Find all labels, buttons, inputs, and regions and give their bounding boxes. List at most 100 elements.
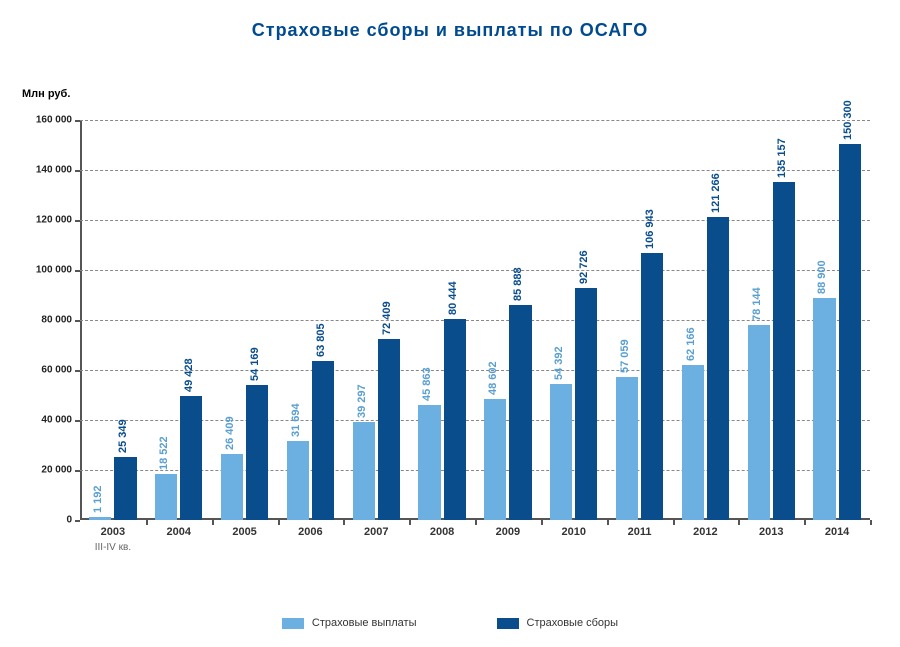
- bar-group: 39 29772 409: [353, 120, 400, 520]
- bar-value-label: 121 266: [710, 173, 722, 213]
- x-tick-sublabel: III-IV кв.: [80, 542, 146, 553]
- y-tick-mark: [75, 370, 80, 372]
- legend-label: Страховые выплаты: [312, 617, 417, 629]
- bar-collections: 85 888: [509, 305, 531, 520]
- plot-area: 020 00040 00060 00080 000100 000120 0001…: [80, 120, 870, 520]
- bar-payouts: 88 900: [813, 298, 835, 520]
- bar-collections: 106 943: [641, 253, 663, 520]
- y-tick-label: 140 000: [36, 165, 72, 176]
- bar-collections: 25 349: [114, 457, 136, 520]
- y-axis-unit-label: Млн руб.: [22, 88, 70, 100]
- bar-value-label: 78 144: [751, 287, 763, 321]
- x-tick-mark: [343, 520, 345, 525]
- bar-payouts: 54 392: [550, 384, 572, 520]
- x-tick-label: 2005: [212, 526, 278, 538]
- bar-value-label: 72 409: [381, 301, 393, 335]
- bar-payouts: 18 522: [155, 474, 177, 520]
- bar-value-label: 31 694: [290, 403, 302, 437]
- bar-value-label: 106 943: [644, 209, 656, 249]
- x-tick-label: 2011: [607, 526, 673, 538]
- bar-group: 18 52249 428: [155, 120, 202, 520]
- bar-collections: 121 266: [707, 217, 729, 520]
- bar-value-label: 25 349: [117, 419, 129, 453]
- legend-swatch: [497, 618, 519, 629]
- x-tick-mark: [146, 520, 148, 525]
- bar-payouts: 1 192: [89, 517, 111, 520]
- x-tick-mark: [673, 520, 675, 525]
- bar-value-label: 54 169: [249, 347, 261, 381]
- x-tick-label: 2013: [738, 526, 804, 538]
- y-tick-label: 100 000: [36, 265, 72, 276]
- bar-value-label: 48 602: [487, 361, 499, 395]
- bar-group: 62 166121 266: [682, 120, 729, 520]
- bar-value-label: 49 428: [183, 359, 195, 393]
- y-tick-label: 0: [66, 515, 72, 526]
- legend-item: Страховые выплаты: [282, 617, 417, 629]
- bar-value-label: 62 166: [685, 327, 697, 361]
- bar-collections: 80 444: [444, 319, 466, 520]
- bar-collections: 72 409: [378, 339, 400, 520]
- bar-value-label: 135 157: [776, 138, 788, 178]
- bar-payouts: 48 602: [484, 399, 506, 521]
- x-tick-mark: [541, 520, 543, 525]
- x-tick-label: 2006: [278, 526, 344, 538]
- bar-payouts: 31 694: [287, 441, 309, 520]
- x-tick-mark: [804, 520, 806, 525]
- x-tick-mark: [870, 520, 872, 525]
- bar-value-label: 57 059: [619, 340, 631, 374]
- bar-value-label: 92 726: [578, 251, 590, 285]
- bar-group: 78 144135 157: [748, 120, 795, 520]
- bar-value-label: 63 805: [315, 323, 327, 357]
- x-tick-label: 2004: [146, 526, 212, 538]
- y-tick-mark: [75, 120, 80, 122]
- y-tick-label: 60 000: [41, 365, 72, 376]
- bar-group: 45 86380 444: [418, 120, 465, 520]
- bar-collections: 150 300: [839, 144, 861, 520]
- bar-group: 1 19225 349: [89, 120, 136, 520]
- x-tick-label: 2009: [475, 526, 541, 538]
- y-tick-mark: [75, 220, 80, 222]
- bar-group: 54 392 92 726: [550, 120, 597, 520]
- chart-title: Страховые сборы и выплаты по ОСАГО: [0, 20, 900, 41]
- y-tick-label: 120 000: [36, 215, 72, 226]
- bar-value-label: 39 297: [356, 384, 368, 418]
- bar-value-label: 45 863: [421, 368, 433, 402]
- legend: Страховые выплаты Страховые сборы: [0, 617, 900, 629]
- bar-payouts: 57 059: [616, 377, 638, 520]
- bar-payouts: 78 144: [748, 325, 770, 520]
- x-tick-label: 2012: [673, 526, 739, 538]
- y-tick-label: 40 000: [41, 415, 72, 426]
- x-tick-label: 2014: [804, 526, 870, 538]
- x-tick-mark: [212, 520, 214, 525]
- y-tick-mark: [75, 520, 80, 522]
- bar-group: 48 60285 888: [484, 120, 531, 520]
- bar-collections: 135 157: [773, 182, 795, 520]
- bar-collections: 63 805: [312, 361, 334, 521]
- bar-collections: 49 428: [180, 396, 202, 520]
- bar-value-label: 150 300: [842, 100, 854, 140]
- bar-group: 31 69463 805: [287, 120, 334, 520]
- x-tick-mark: [475, 520, 477, 525]
- bar-payouts: 62 166: [682, 365, 704, 520]
- bar-value-label: 26 409: [224, 416, 236, 450]
- bar-group: 26 409 54 169: [221, 120, 268, 520]
- x-tick-mark: [607, 520, 609, 525]
- y-tick-label: 20 000: [41, 465, 72, 476]
- x-tick-label: 2007: [343, 526, 409, 538]
- bar-value-label: 88 900: [816, 260, 828, 294]
- y-tick-label: 160 000: [36, 115, 72, 126]
- x-tick-mark: [409, 520, 411, 525]
- bar-payouts: 45 863: [418, 405, 440, 520]
- legend-label: Страховые сборы: [527, 617, 619, 629]
- bar-value-label: 18 522: [158, 436, 170, 470]
- x-tick-mark: [278, 520, 280, 525]
- x-tick-label: 2003: [80, 526, 146, 538]
- y-tick-label: 80 000: [41, 315, 72, 326]
- y-tick-mark: [75, 270, 80, 272]
- bar-group: 88 900150 300: [813, 120, 860, 520]
- x-tick-label: 2010: [541, 526, 607, 538]
- bar-payouts: 39 297: [353, 422, 375, 520]
- legend-swatch: [282, 618, 304, 629]
- x-tick-mark: [738, 520, 740, 525]
- y-tick-mark: [75, 320, 80, 322]
